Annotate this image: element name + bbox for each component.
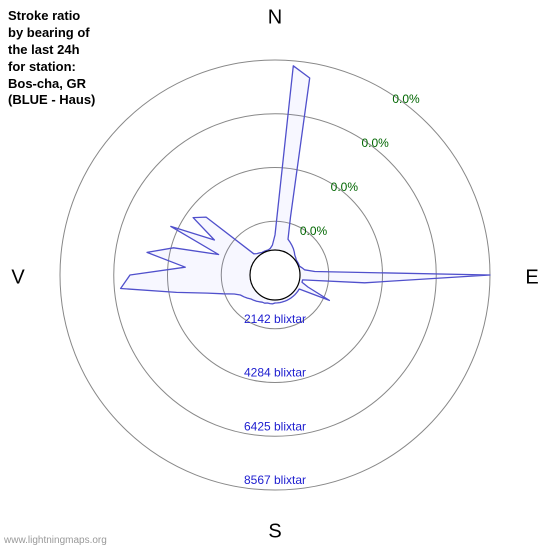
ring-label-blue: 8567 blixtar [244, 473, 306, 487]
ring-label-green: 0.0% [300, 224, 328, 238]
ring-label-blue: 4284 blixtar [244, 366, 306, 380]
ring-label-green: 0.0% [392, 92, 420, 106]
cardinal-label: E [525, 266, 538, 288]
cardinal-label: V [11, 266, 25, 288]
polar-chart: 0.0% 0.0% 0.0% 0.0% 2142 blixtar 4284 blixtar… [0, 0, 550, 550]
inner-circle [250, 250, 300, 300]
ring-label-blue: 2142 blixtar [244, 312, 306, 326]
ring-label-blue: 6425 blixtar [244, 419, 306, 433]
cardinal-label: N [268, 6, 282, 28]
cardinal-label: S [268, 520, 281, 542]
ring-label-green: 0.0% [331, 180, 359, 194]
ring-label-green: 0.0% [361, 136, 389, 150]
stroke-ratio-path [121, 66, 490, 304]
